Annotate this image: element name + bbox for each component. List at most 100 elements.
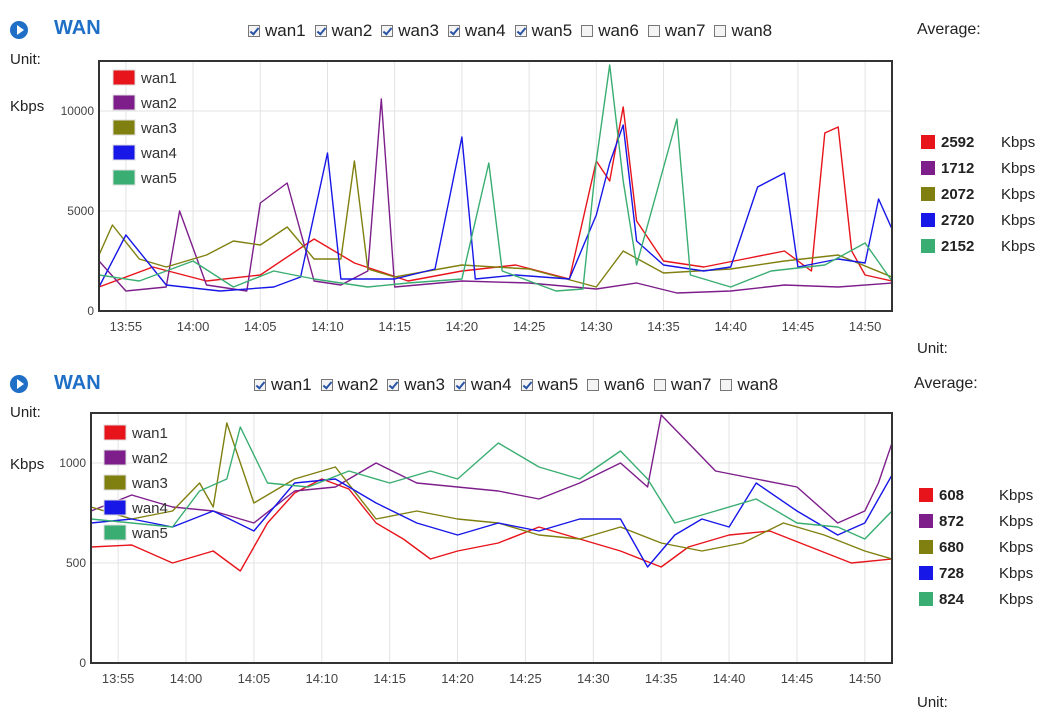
checkbox-label: wan5 bbox=[537, 375, 579, 394]
x-tick-label: 14:25 bbox=[513, 319, 546, 334]
wan2-checkbox[interactable]: wan2 bbox=[320, 375, 379, 395]
checkbox-label: wan2 bbox=[331, 21, 373, 40]
wan7-checkbox[interactable]: wan7 bbox=[647, 21, 706, 41]
checkbox-box[interactable] bbox=[714, 25, 727, 37]
checkbox-label: wan7 bbox=[664, 21, 706, 40]
checkbox-box[interactable] bbox=[387, 379, 400, 391]
play-circle-icon[interactable] bbox=[10, 21, 28, 39]
wan4-checkbox[interactable]: wan4 bbox=[447, 21, 506, 41]
series-line-wan1 bbox=[98, 106, 893, 288]
unit-bottom-label: Unit: bbox=[917, 340, 948, 357]
x-tick-label: 14:35 bbox=[645, 671, 678, 686]
x-tick-label: 14:35 bbox=[647, 319, 680, 334]
series-line-wan2 bbox=[90, 414, 893, 524]
checkbox-box[interactable] bbox=[248, 25, 260, 37]
unit-value: Kbps bbox=[10, 456, 45, 473]
color-swatch bbox=[919, 488, 933, 502]
unit-label: Unit: bbox=[10, 404, 41, 421]
checkbox-box[interactable] bbox=[653, 379, 666, 391]
wan5-checkbox[interactable]: wan5 bbox=[514, 21, 572, 41]
x-tick-label: 14:25 bbox=[509, 671, 542, 686]
average-unit: Kbps bbox=[1001, 237, 1036, 255]
average-value: 728 bbox=[939, 564, 965, 582]
average-value: 1712 bbox=[941, 159, 975, 177]
unit-bottom-label: Unit: bbox=[917, 694, 948, 711]
wan7-checkbox[interactable]: wan7 bbox=[653, 375, 712, 395]
panel-header: WAN wan1 wan2 wan3 wan4 wan5 wan6 wan7 w… bbox=[0, 0, 1060, 40]
y-tick-label: 0 bbox=[79, 656, 86, 670]
average-unit: Kbps bbox=[999, 590, 1034, 608]
checkbox-box[interactable] bbox=[520, 379, 533, 391]
average-list: 608 Kbps 872 Kbps 680 Kbps 728 Kbps 824 Kbps bbox=[919, 482, 1033, 612]
wan-panel-2: WAN wan1 wan2 wan3 wan4 wan5 wan6 wan7 w… bbox=[0, 360, 1060, 722]
average-unit: Kbps bbox=[1001, 185, 1036, 203]
average-unit: Kbps bbox=[999, 486, 1034, 504]
checkbox-box[interactable] bbox=[447, 25, 460, 37]
average-label: Average: bbox=[917, 21, 981, 38]
checkbox-box[interactable] bbox=[581, 25, 594, 37]
series-line-wan4 bbox=[90, 474, 893, 568]
average-row-wan5: 824 Kbps bbox=[919, 586, 1033, 612]
wan2-checkbox[interactable]: wan2 bbox=[314, 21, 373, 41]
plot-frame bbox=[98, 60, 893, 312]
wan8-checkbox[interactable]: wan8 bbox=[714, 21, 772, 41]
legend-label-wan4: wan4 bbox=[131, 500, 168, 517]
average-value: 872 bbox=[939, 512, 965, 530]
wan4-checkbox[interactable]: wan4 bbox=[453, 375, 512, 395]
checkbox-box[interactable] bbox=[647, 25, 660, 37]
legend-label-wan2: wan2 bbox=[140, 95, 177, 112]
average-list: 2592 Kbps 1712 Kbps 2072 Kbps 2720 Kbps 2152… bbox=[921, 129, 1035, 259]
checkbox-label: wan3 bbox=[404, 375, 445, 394]
average-row-wan2: 872 Kbps bbox=[919, 508, 1033, 534]
plot-frame bbox=[90, 412, 893, 664]
color-swatch bbox=[919, 566, 933, 580]
panel-title: WAN bbox=[54, 17, 101, 39]
wan3-checkbox[interactable]: wan3 bbox=[381, 21, 439, 41]
average-value: 680 bbox=[939, 538, 965, 556]
color-swatch bbox=[919, 540, 933, 554]
y-tick-label: 1000 bbox=[59, 456, 86, 470]
average-value: 608 bbox=[939, 486, 965, 504]
checkbox-box[interactable] bbox=[587, 379, 600, 391]
wan6-checkbox[interactable]: wan6 bbox=[587, 375, 645, 395]
checkbox-box[interactable] bbox=[381, 25, 394, 37]
wan1-checkbox[interactable]: wan1 bbox=[248, 21, 306, 41]
x-tick-label: 14:15 bbox=[373, 671, 406, 686]
average-value: 824 bbox=[939, 590, 965, 608]
checkbox-box[interactable] bbox=[720, 379, 733, 391]
checkbox-box[interactable] bbox=[320, 379, 333, 391]
checkbox-box[interactable] bbox=[514, 25, 527, 37]
y-tick-label: 5000 bbox=[67, 204, 94, 218]
wan1-checkbox[interactable]: wan1 bbox=[254, 375, 312, 395]
traffic-line-chart: 0 5000 10000 13:55 14:00 14:05 14:10 14:15 14:20… bbox=[61, 60, 893, 334]
wan6-checkbox[interactable]: wan6 bbox=[581, 21, 639, 41]
color-swatch bbox=[921, 239, 935, 253]
series-line-wan5 bbox=[98, 64, 893, 292]
series-line-wan3 bbox=[90, 422, 893, 560]
wan5-checkbox[interactable]: wan5 bbox=[520, 375, 579, 395]
average-value: 2720 bbox=[941, 211, 975, 229]
checkbox-label: wan2 bbox=[337, 375, 379, 394]
checkbox-box[interactable] bbox=[453, 379, 466, 391]
checkbox-box[interactable] bbox=[254, 379, 266, 391]
average-row-wan1: 2592 Kbps bbox=[921, 129, 1035, 155]
legend-swatch-wan3 bbox=[112, 119, 136, 136]
average-value: 2072 bbox=[941, 185, 975, 203]
legend-label-wan5: wan5 bbox=[140, 170, 177, 187]
wan-checkbox-group: wan1 wan2 wan3 wan4 wan5 wan6 wan7 wan8 bbox=[248, 21, 781, 41]
checkbox-label: wan3 bbox=[398, 21, 439, 40]
series-line-wan5 bbox=[90, 426, 893, 540]
x-tick-label: 14:45 bbox=[782, 319, 815, 334]
checkbox-box[interactable] bbox=[314, 25, 327, 37]
checkbox-label: wan1 bbox=[265, 21, 306, 40]
x-tick-label: 14:50 bbox=[849, 671, 882, 686]
wan8-checkbox[interactable]: wan8 bbox=[720, 375, 778, 395]
unit-value: Kbps bbox=[10, 98, 45, 115]
average-unit: Kbps bbox=[1001, 159, 1036, 177]
x-tick-label: 13:55 bbox=[102, 671, 135, 686]
y-tick-label: 500 bbox=[66, 556, 86, 570]
wan3-checkbox[interactable]: wan3 bbox=[387, 375, 445, 395]
x-tick-label: 14:05 bbox=[238, 671, 271, 686]
checkbox-label: wan7 bbox=[670, 375, 712, 394]
play-circle-icon[interactable] bbox=[10, 375, 28, 393]
